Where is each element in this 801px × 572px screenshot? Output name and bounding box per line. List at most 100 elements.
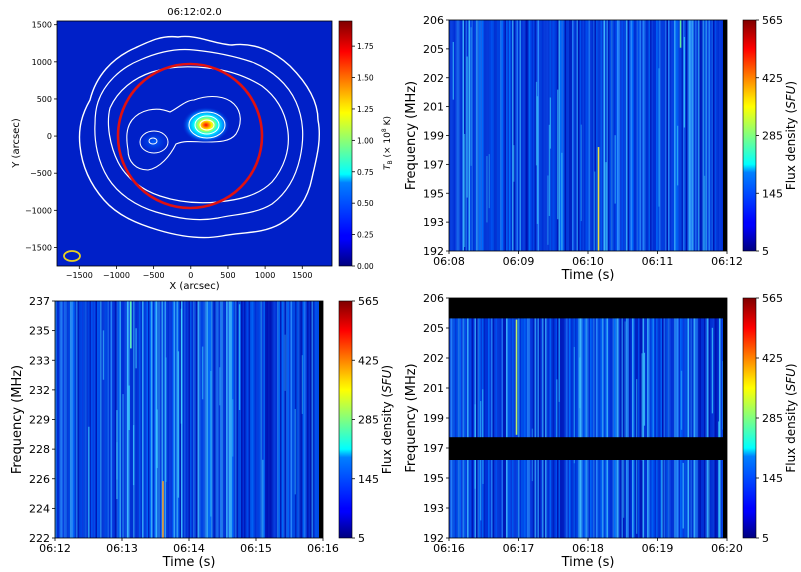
- spectrogram-column: [483, 298, 486, 538]
- spectrogram-texture: [55, 301, 323, 538]
- spectrogram-column: [62, 301, 65, 538]
- spectrogram-column: [540, 20, 543, 251]
- spectrogram-column: [627, 298, 630, 538]
- spectrogram-column: [623, 20, 625, 251]
- spectrogram-column: [68, 301, 71, 538]
- map-colorbar-tick-label: 1.75: [357, 42, 374, 51]
- spectrogram-column: [176, 301, 179, 538]
- spectrogram-column: [635, 298, 637, 538]
- spectrogram-column: [311, 301, 314, 538]
- spectrogram-column: [133, 301, 135, 538]
- spectrogram-column: [70, 301, 72, 538]
- spectrogram-column: [524, 298, 526, 538]
- spectrogram-column: [570, 20, 573, 251]
- spectrogram-column: [606, 20, 609, 251]
- spectrogram-x-tick-label: 06:20: [711, 542, 743, 555]
- spectrogram-column: [650, 20, 652, 251]
- spectrogram-column: [518, 20, 520, 251]
- spectrogram-column: [576, 20, 579, 251]
- spectrogram-burst: [128, 385, 130, 431]
- spectrogram-column: [659, 20, 661, 251]
- spectrogram-column: [527, 298, 529, 538]
- spectrogram-column: [94, 301, 96, 538]
- spectrogram-column: [95, 301, 98, 538]
- spectrogram-burst: [486, 156, 488, 223]
- spectrogram-column: [612, 298, 615, 538]
- spectrogram-column: [564, 20, 567, 251]
- spectrogram-burst: [711, 327, 714, 414]
- spectrogram-column: [83, 301, 86, 538]
- spectrogram-x-tick-label: 06:11: [642, 255, 674, 268]
- spectrogram-column: [662, 20, 664, 251]
- spectrogram-column: [690, 20, 693, 251]
- spectrogram-column: [112, 301, 114, 538]
- spectrogram-bright-burst: [597, 147, 600, 251]
- spectrogram-column: [471, 20, 474, 251]
- spectrogram-column: [576, 298, 579, 538]
- spectrogram-column: [713, 298, 715, 538]
- spectrogram-column: [521, 20, 523, 251]
- spectrogram-column: [465, 20, 468, 251]
- spectrogram-column: [59, 301, 62, 538]
- spectrogram-column: [280, 301, 282, 538]
- spectrogram-column: [695, 298, 697, 538]
- spectrogram-y-tick-label: 195: [423, 472, 444, 485]
- spectrogram-colorbar-tick-label: 565: [762, 14, 783, 27]
- spectrogram-texture: [449, 298, 727, 538]
- spectrogram-column: [507, 20, 510, 251]
- spectrogram-column: [158, 301, 161, 538]
- spectrogram-column: [106, 301, 108, 538]
- spectrogram-column: [310, 301, 312, 538]
- source-contour-b: [194, 115, 220, 135]
- spectrogram-column: [531, 298, 534, 538]
- spectrogram-bright-burst: [162, 481, 164, 538]
- spectrogram-column: [224, 301, 227, 538]
- spectrogram-column: [696, 20, 699, 251]
- spectrogram-column: [453, 20, 456, 251]
- spectrogram-burst: [116, 410, 118, 500]
- spectrogram-column: [563, 20, 565, 251]
- spectrogram-column: [476, 20, 478, 251]
- spectrogram-column: [648, 20, 651, 251]
- spectrogram-column: [630, 20, 633, 251]
- spectrogram-column: [299, 301, 302, 538]
- spectrogram-column: [551, 298, 553, 538]
- spectrogram-y-axis-label: Frequency (MHz): [10, 365, 25, 474]
- spectrogram-column: [184, 301, 186, 538]
- spectrogram-burst: [703, 175, 706, 251]
- spectrogram-column: [504, 20, 507, 251]
- spectrogram-y-tick-label: 193: [423, 216, 444, 229]
- spectrogram-column: [693, 20, 696, 251]
- spectrogram-column: [494, 20, 496, 251]
- spectrogram-column: [462, 298, 465, 538]
- spectrogram-column: [689, 298, 691, 538]
- spectrogram-column: [629, 298, 631, 538]
- spectrogram-column: [245, 301, 248, 538]
- spectrogram-column: [546, 298, 549, 538]
- map-colorbar-tick-label: 1.50: [357, 74, 374, 83]
- spectrogram-column: [585, 20, 588, 251]
- spectrogram-column: [486, 20, 489, 251]
- spectrogram-column: [651, 20, 654, 251]
- spectrogram-burst: [466, 56, 468, 198]
- spectrogram-column: [101, 301, 104, 538]
- spectrogram-column: [497, 20, 499, 251]
- spectrogram-column: [572, 20, 574, 251]
- spectrogram-column: [206, 301, 209, 538]
- spectrogram-column: [599, 298, 601, 538]
- spectrogram-column: [58, 301, 60, 538]
- spectrogram-column: [221, 301, 224, 538]
- spectrogram-x-tick-label: 06:17: [503, 542, 535, 555]
- spectrogram-colorbar-unit: SFU: [784, 85, 798, 109]
- spectrogram-column: [534, 298, 537, 538]
- spectrogram-burst: [561, 152, 563, 251]
- spectrogram-column: [208, 301, 210, 538]
- spectrogram-column: [203, 301, 206, 538]
- spectrogram-column: [681, 298, 684, 538]
- spectrogram-burst: [132, 425, 135, 486]
- spectrogram-column: [621, 298, 624, 538]
- spectrogram-burst: [573, 346, 576, 464]
- spectrogram-colorbar: [742, 19, 757, 252]
- spectrogram-column: [239, 301, 242, 538]
- spectrogram-column: [552, 20, 555, 251]
